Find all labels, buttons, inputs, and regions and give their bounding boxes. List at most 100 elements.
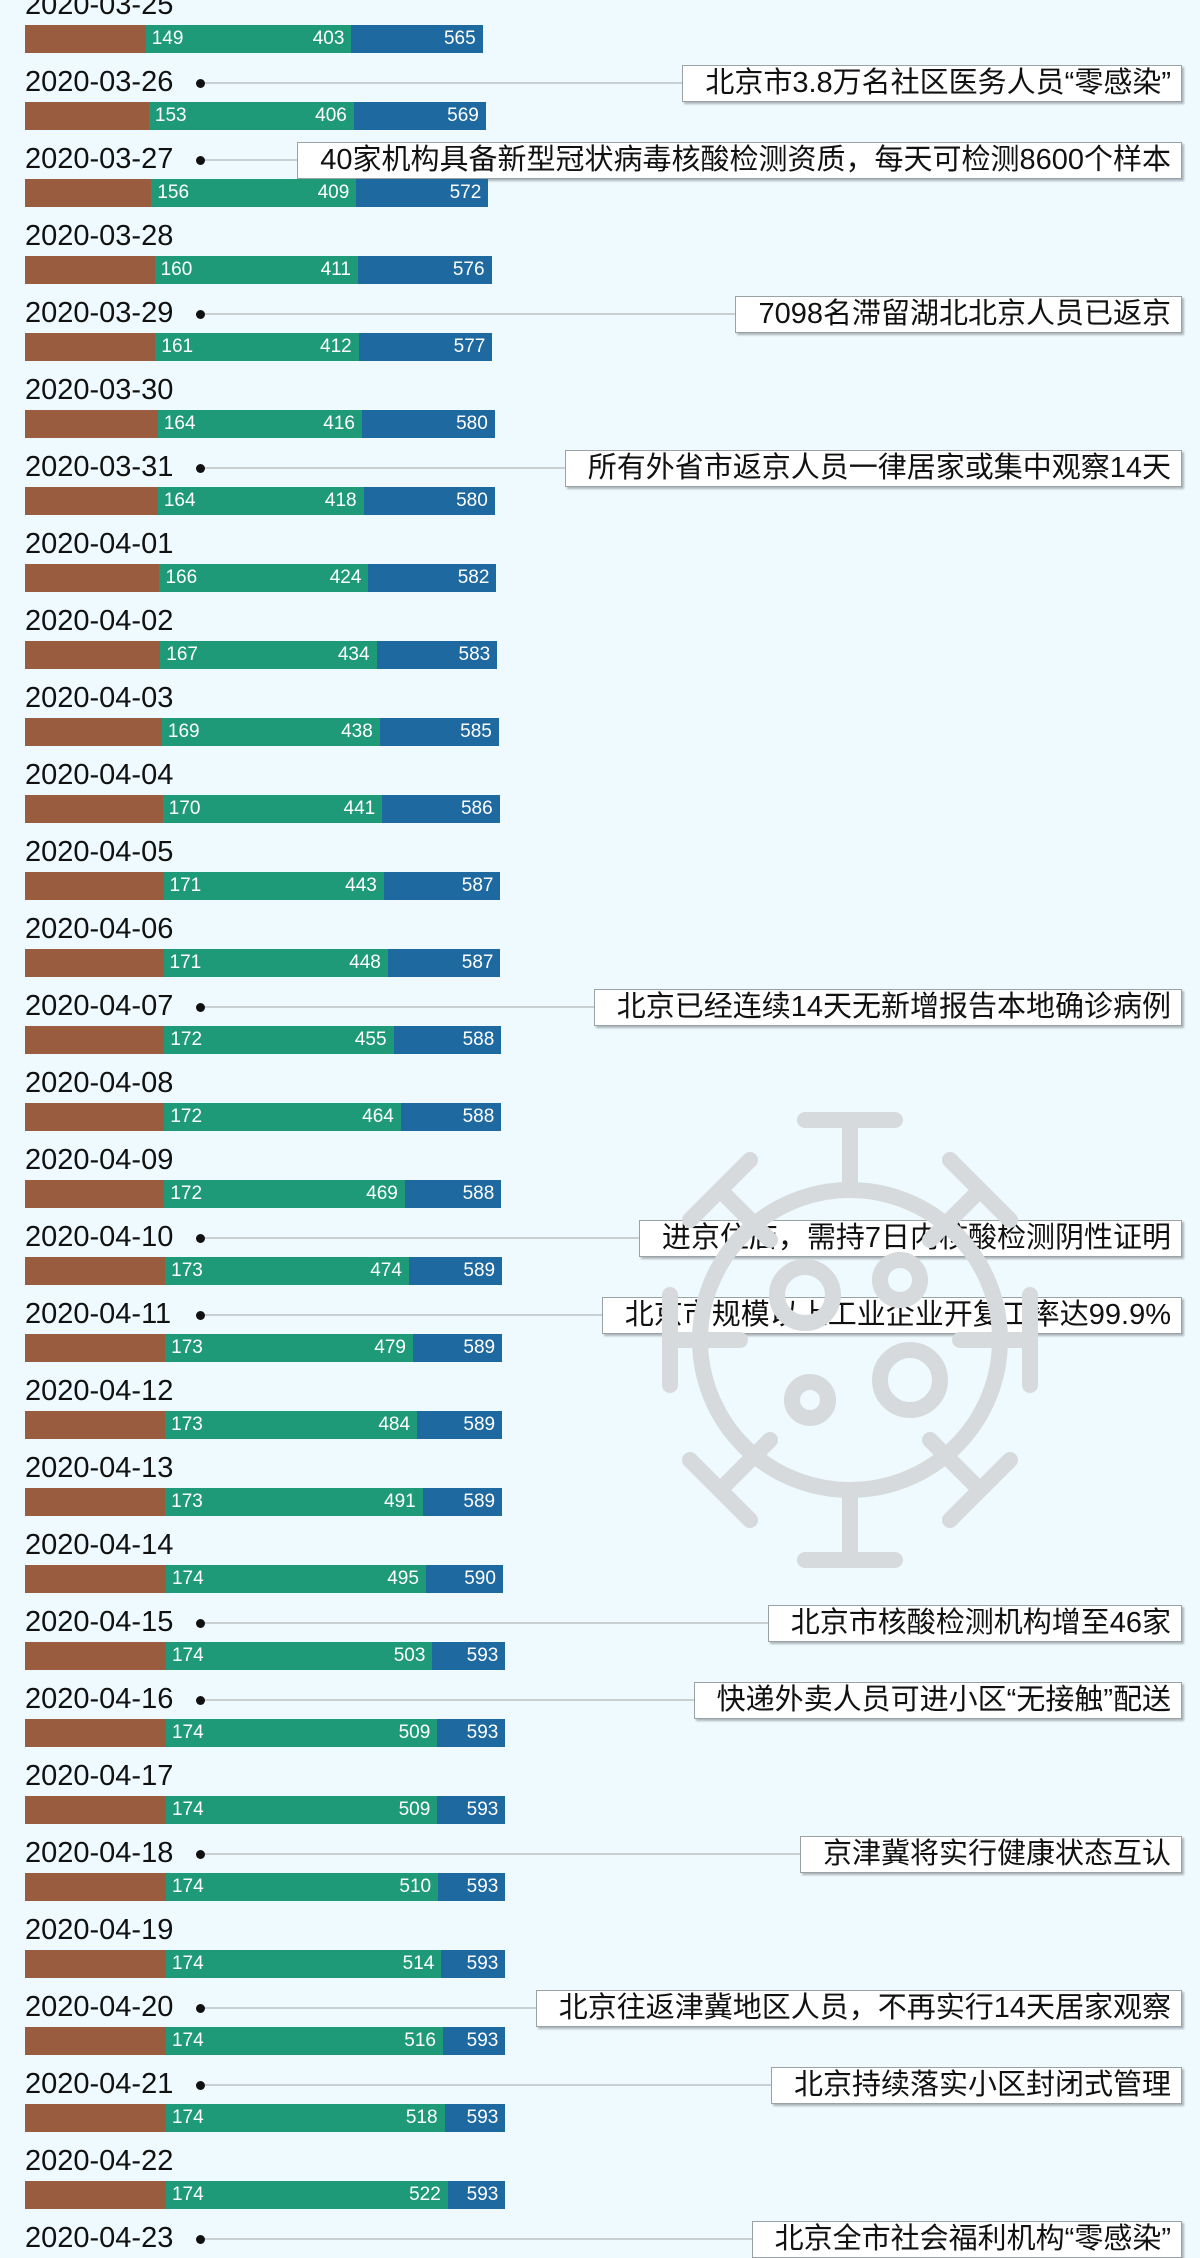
bar-value-label-c: 569: [447, 105, 479, 126]
bar-value-label-b: 522: [409, 2184, 441, 2205]
bar-segment-base: [25, 641, 161, 669]
bar-value-label-b: 503: [393, 1645, 426, 1666]
row-date-label: 2020-03-31: [25, 451, 174, 483]
event-connector: [205, 2084, 771, 2086]
bar-segment-green: [157, 487, 364, 515]
bar-value-label-b: 510: [399, 1876, 432, 1897]
bar-value-label-a: 174: [171, 1722, 204, 1743]
bar-segment-base: [25, 487, 158, 515]
bar-value-label-a: 171: [169, 875, 202, 896]
bar-segment-blue: [400, 1103, 502, 1131]
row-date-label: 2020-04-05: [25, 836, 174, 868]
bar-segment-base: [25, 564, 160, 592]
bar-segment-base: [25, 333, 156, 361]
bar-value-label-b: 455: [354, 1029, 387, 1050]
virus-watermark-icon: [662, 1112, 1038, 1568]
bar-segment-base: [25, 872, 164, 900]
bar-segment-green: [159, 564, 369, 592]
event-dot: [196, 2081, 205, 2090]
row-date-label: 2020-04-02: [25, 605, 174, 637]
bar-segment-base: [25, 1488, 166, 1516]
event-note: 北京持续落实小区封闭式管理: [770, 2067, 1182, 2104]
bar-value-label-c: 588: [462, 1106, 495, 1127]
event-dot: [196, 1003, 205, 1012]
event-note: 北京往返津冀地区人员，不再实行14天居家观察: [535, 1990, 1182, 2027]
bar-value-label-a: 160: [160, 259, 193, 280]
bar-value-label-a: 173: [171, 1414, 203, 1435]
bar-segment-base: [25, 1026, 165, 1054]
bar-value-label-c: 593: [466, 1645, 499, 1666]
event-connector: [205, 159, 298, 161]
bar-segment-green: [164, 1180, 405, 1208]
bar-value-label-a: 173: [171, 1260, 203, 1281]
bar-segment-base: [25, 410, 158, 438]
row-date-label: 2020-04-11: [25, 1298, 172, 1330]
bar-segment-base: [25, 102, 149, 130]
bar-segment-blue: [408, 1257, 503, 1285]
bar-value-label-b: 403: [312, 28, 345, 49]
bar-value-label-a: 174: [171, 1876, 204, 1897]
bar-value-label-c: 589: [463, 1414, 496, 1435]
bar-value-label-a: 174: [171, 1568, 204, 1589]
event-connector: [205, 2238, 752, 2240]
bar-value-label-b: 469: [366, 1183, 398, 1204]
bar-segment-base: [25, 2181, 166, 2209]
bar-value-label-b: 491: [384, 1491, 416, 1512]
bar-value-label-b: 412: [320, 336, 352, 357]
bar-value-label-c: 593: [466, 2184, 499, 2205]
event-connector: [205, 467, 565, 469]
bar-value-label-a: 173: [171, 1491, 203, 1512]
bar-segment-blue: [361, 410, 495, 438]
event-dot: [196, 2235, 205, 2244]
bar-segment-green: [165, 1642, 433, 1670]
bar-value-label-c: 593: [466, 2030, 499, 2051]
row-date-label: 2020-04-12: [25, 1375, 174, 1407]
bar-value-label-c: 582: [457, 567, 490, 588]
bar-segment-green: [162, 795, 383, 823]
bar-segment-blue: [387, 949, 501, 977]
bar-segment-blue: [425, 1565, 503, 1593]
event-dot: [196, 1619, 205, 1628]
bar-value-label-a: 172: [170, 1029, 203, 1050]
bar-value-label-b: 514: [402, 1953, 435, 1974]
bar-value-label-b: 434: [337, 644, 370, 665]
bar-value-label-c: 590: [464, 1568, 496, 1589]
row-date-label: 2020-04-16: [25, 1683, 174, 1715]
bar-segment-blue: [368, 564, 497, 592]
bar-value-label-a: 172: [170, 1106, 203, 1127]
row-date-label: 2020-04-18: [25, 1837, 174, 1869]
bar-value-label-c: 593: [466, 1722, 499, 1743]
bar-segment-green: [165, 1488, 423, 1516]
bar-value-label-c: 587: [461, 952, 494, 973]
bar-value-label-b: 464: [362, 1106, 394, 1127]
row-date-label: 2020-04-03: [25, 682, 174, 714]
bar-segment-blue: [432, 1642, 506, 1670]
bar-value-label-c: 588: [462, 1029, 495, 1050]
row-date-label: 2020-04-21: [25, 2068, 174, 2100]
bar-value-label-c: 565: [443, 28, 476, 49]
bar-segment-blue: [422, 1488, 503, 1516]
bar-segment-blue: [363, 487, 495, 515]
bar-segment-green: [161, 718, 380, 746]
bar-value-label-c: 589: [463, 1491, 496, 1512]
bar-segment-base: [25, 1334, 166, 1362]
bar-segment-blue: [437, 1719, 506, 1747]
event-dot: [196, 79, 205, 88]
bar-segment-base: [25, 1257, 166, 1285]
bar-segment-green: [163, 949, 388, 977]
bar-segment-green: [165, 2104, 445, 2132]
row-date-label: 2020-04-23: [25, 2222, 174, 2254]
bar-segment-base: [25, 1796, 166, 1824]
bar-value-label-c: 593: [466, 1799, 499, 1820]
bar-segment-base: [25, 2104, 166, 2132]
bar-segment-green: [165, 1334, 413, 1362]
bar-segment-blue: [383, 872, 501, 900]
bar-value-label-c: 593: [466, 1876, 499, 1897]
bar-value-label-c: 583: [458, 644, 491, 665]
bar-segment-green: [165, 1719, 438, 1747]
bar-value-label-b: 418: [324, 490, 357, 511]
event-note: 40家机构具备新型冠状病毒核酸检测资质，每天可检测8600个样本: [297, 142, 1182, 179]
row-date-label: 2020-04-04: [25, 759, 174, 791]
event-note: 北京全市社会福利机构“零感染”: [751, 2221, 1182, 2258]
